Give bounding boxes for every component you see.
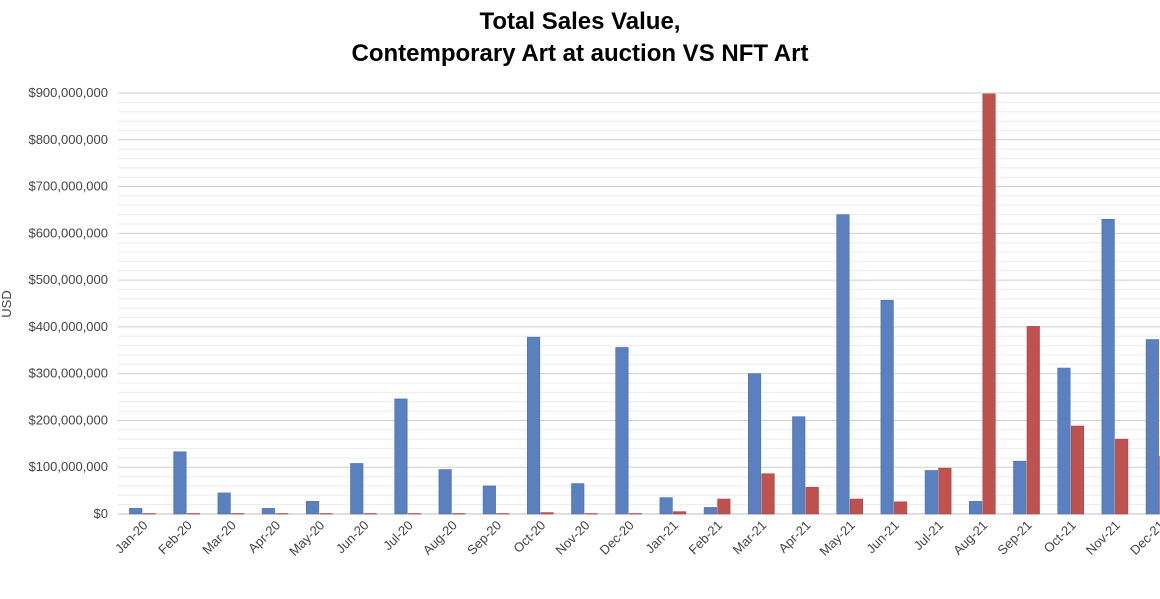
- bar-series-2: [231, 513, 245, 515]
- x-tick-label: Dec-20: [597, 518, 637, 558]
- x-tick-label: Apr-20: [245, 518, 283, 556]
- bar-series-2: [407, 513, 422, 515]
- y-axis-label: USD: [0, 290, 14, 317]
- x-tick-label: Jun-20: [333, 518, 372, 557]
- bar-series-1: [394, 398, 408, 515]
- bar-series-2: [849, 498, 864, 515]
- bar-series-2: [540, 512, 554, 515]
- chart-title-line2: Contemporary Art at auction VS NFT Art: [351, 40, 809, 67]
- bar-series-1: [836, 214, 850, 515]
- x-tick-label: Nov-21: [1083, 518, 1123, 558]
- x-tick-label: Jul-21: [911, 518, 947, 554]
- x-tick-label: Mar-20: [199, 518, 239, 558]
- bar-series-1: [217, 492, 231, 515]
- x-tick-label: Jan-20: [112, 518, 151, 557]
- bar-series-1: [659, 497, 673, 515]
- bar-series-2: [761, 473, 775, 515]
- bar-series-1: [924, 470, 938, 515]
- bar-series-1: [129, 508, 143, 515]
- bar-series-2: [1070, 425, 1084, 515]
- x-tick-label: Oct-20: [510, 518, 548, 556]
- x-tick-label: Aug-20: [420, 518, 460, 558]
- bar-series-2: [496, 513, 510, 515]
- x-tick-label: Feb-20: [155, 518, 195, 558]
- bar-series-1: [968, 501, 983, 515]
- bar-series-1: [1013, 460, 1027, 515]
- y-tick-label: $600,000,000: [28, 225, 108, 240]
- bar-series-2: [1115, 438, 1129, 515]
- x-tick-label: May-21: [817, 518, 858, 559]
- x-tick-label: Oct-21: [1041, 518, 1079, 556]
- x-tick-label: Mar-21: [730, 518, 770, 558]
- x-tick-label: Sep-21: [994, 518, 1034, 558]
- bar-series-2: [982, 93, 996, 515]
- x-tick-label: Nov-20: [552, 518, 592, 558]
- bar-series-1: [261, 508, 275, 515]
- bar-series-2: [717, 498, 731, 515]
- bar-series-2: [363, 513, 377, 515]
- bar-series-2: [1026, 326, 1040, 515]
- bar-series-2: [894, 501, 908, 515]
- x-tick-label: Apr-21: [775, 518, 813, 556]
- bar-series-1: [526, 336, 541, 515]
- bar-series-2: [938, 467, 952, 515]
- x-tick-label: Jun-21: [863, 518, 902, 557]
- y-tick-label: $400,000,000: [28, 319, 108, 334]
- bar-series-2: [673, 511, 687, 515]
- bar-series-1: [1145, 339, 1159, 515]
- bar-series-1: [792, 416, 806, 515]
- chart-title-line1: Total Sales Value,: [479, 8, 681, 35]
- bar-series-2: [186, 513, 200, 515]
- gridlines: [118, 92, 1160, 515]
- bar-series-1: [880, 299, 894, 515]
- y-tick-label: $200,000,000: [28, 412, 108, 427]
- x-tick-label: Dec-21: [1127, 518, 1160, 558]
- bar-series-2: [275, 513, 289, 515]
- bar-series-1: [438, 469, 452, 515]
- y-tick-label: $0: [94, 506, 108, 521]
- x-tick-label: May-20: [286, 518, 327, 559]
- x-tick-label: Feb-21: [685, 518, 725, 558]
- bar-series-2: [142, 513, 156, 515]
- x-tick-label: Jul-20: [380, 518, 416, 554]
- bars: [129, 93, 1160, 515]
- bar-series-2: [628, 513, 643, 515]
- y-tick-label: $700,000,000: [28, 179, 108, 194]
- bar-series-1: [173, 451, 187, 515]
- y-tick-label: $500,000,000: [28, 272, 108, 287]
- x-tick-label: Jan-21: [642, 518, 681, 557]
- bar-series-1: [1101, 219, 1115, 515]
- x-tick-label: Sep-20: [464, 518, 504, 558]
- bar-series-2: [584, 513, 598, 515]
- bar-series-1: [1057, 367, 1071, 515]
- x-tick-label: Aug-21: [950, 518, 990, 558]
- y-tick-label: $100,000,000: [28, 459, 108, 474]
- bar-series-1: [305, 501, 320, 515]
- bar-series-2: [805, 487, 819, 515]
- bar-series-2: [452, 513, 466, 515]
- bar-series-1: [350, 463, 364, 515]
- bar-series-1: [615, 347, 629, 515]
- y-tick-label: $300,000,000: [28, 366, 108, 381]
- bar-series-1: [482, 485, 496, 515]
- bar-series-1: [747, 373, 762, 515]
- bar-series-1: [571, 483, 585, 515]
- x-tick-labels: Jan-20 Feb-20 Mar-20 Apr-20 May-20 Jun-20 Jul-…: [112, 518, 1160, 559]
- y-tick-labels: $0 $100,000,000 $200,000,000 $300,000,000 $4…: [28, 85, 108, 521]
- bar-series-1: [703, 507, 717, 515]
- y-tick-label: $900,000,000: [28, 85, 108, 100]
- y-tick-label: $800,000,000: [28, 132, 108, 147]
- bar-series-2: [319, 513, 333, 515]
